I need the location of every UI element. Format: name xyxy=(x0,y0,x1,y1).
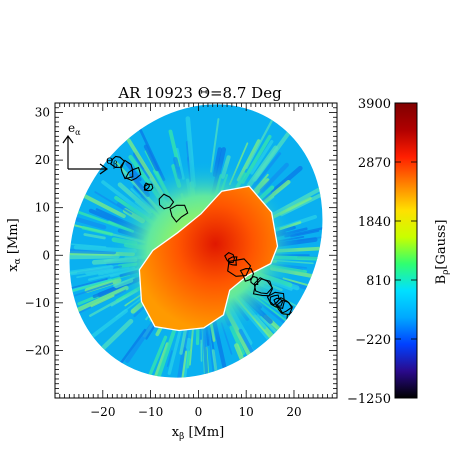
e-beta-label: eβ xyxy=(106,153,118,169)
x-tick-label: 20 xyxy=(286,405,301,419)
fibril xyxy=(252,129,292,182)
field-disk xyxy=(36,103,352,405)
colorbar-tick-label: 3900 xyxy=(358,97,391,112)
y-tick-label: 0 xyxy=(42,248,50,262)
fibril xyxy=(64,248,117,255)
fibril xyxy=(125,320,156,363)
e-alpha-arrow xyxy=(62,134,74,169)
fibril xyxy=(186,350,191,369)
colorbar-tick-label: −220 xyxy=(355,333,391,348)
colorbar-tick-labels: 3900 2870 1840 810 −220 −1250 xyxy=(347,97,391,407)
contour-loop xyxy=(169,204,189,223)
contour-loop xyxy=(110,155,125,168)
fibril xyxy=(56,253,120,260)
contour-loop xyxy=(143,183,154,192)
y-tick-label: −20 xyxy=(25,343,50,357)
y-tick-label: −10 xyxy=(25,296,50,310)
fibril xyxy=(167,328,183,375)
colorbar-scale xyxy=(394,102,418,399)
contour-loop xyxy=(120,159,134,180)
fibril xyxy=(250,139,274,175)
fibril xyxy=(263,314,312,360)
contour-loop xyxy=(250,275,259,286)
y-tick-labels: −20 −10 0 10 20 30 xyxy=(25,106,50,358)
y-tick-label: 10 xyxy=(35,201,50,215)
chart-title: AR 10923 Θ=8.7 Deg xyxy=(117,84,282,102)
fibril xyxy=(166,350,173,367)
contour-loop xyxy=(275,297,294,314)
e-alpha-label: eα xyxy=(68,121,81,137)
umbra-region xyxy=(138,185,279,332)
fibril xyxy=(260,315,309,364)
x-tick-label: 10 xyxy=(239,405,254,419)
basis-vectors xyxy=(62,134,109,175)
fibril xyxy=(83,233,106,240)
contour-loop xyxy=(227,258,252,277)
fibril xyxy=(132,154,150,179)
x-tick-label: −10 xyxy=(138,405,163,419)
x-tick-label: 0 xyxy=(195,405,203,419)
colorbar-tick-label: −1250 xyxy=(347,392,391,407)
colorbar-tick-label: 810 xyxy=(366,274,391,289)
fibril xyxy=(62,264,114,277)
fibril xyxy=(148,335,168,377)
contour-loop xyxy=(158,193,175,210)
contour-loop xyxy=(84,134,95,146)
contour-loop xyxy=(295,315,310,335)
y-axis-label: xα [Mm] xyxy=(6,218,23,271)
colorbar-ticks xyxy=(395,102,417,399)
y-tick-label: 30 xyxy=(35,106,50,120)
fibril xyxy=(245,116,275,169)
fibril xyxy=(143,144,160,172)
contour-loop xyxy=(125,166,142,182)
e-beta-arrow xyxy=(68,163,109,175)
fibril xyxy=(270,165,303,195)
contour-loop xyxy=(83,131,91,143)
x-axis-label: xβ [Mm] xyxy=(172,425,224,442)
colorbar-label: Bρ[Gauss] xyxy=(434,220,451,285)
axis-ticks xyxy=(54,102,338,399)
fibril xyxy=(73,282,114,297)
plot-area: −20 −10 0 10 20 −20 −10 0 10 20 30 xyxy=(25,102,352,419)
contour-loop xyxy=(224,251,235,264)
fibril xyxy=(84,277,122,293)
contour-loop xyxy=(296,318,305,326)
colorbar: 3900 2870 1840 810 −220 −1250 Bρ[Gauss] xyxy=(347,97,451,407)
colorbar-tick-label: 2870 xyxy=(358,156,391,171)
contour-loop xyxy=(266,291,285,309)
contour-loop xyxy=(253,277,274,295)
y-tick-label: 20 xyxy=(35,153,50,167)
x-tick-label: −20 xyxy=(90,405,115,419)
x-tick-labels: −20 −10 0 10 20 xyxy=(90,405,301,419)
fibril xyxy=(90,294,115,308)
contour-loop xyxy=(252,278,273,297)
colorbar-tick-label: 1840 xyxy=(358,215,391,230)
fibril xyxy=(134,119,166,181)
fibril xyxy=(81,225,114,237)
